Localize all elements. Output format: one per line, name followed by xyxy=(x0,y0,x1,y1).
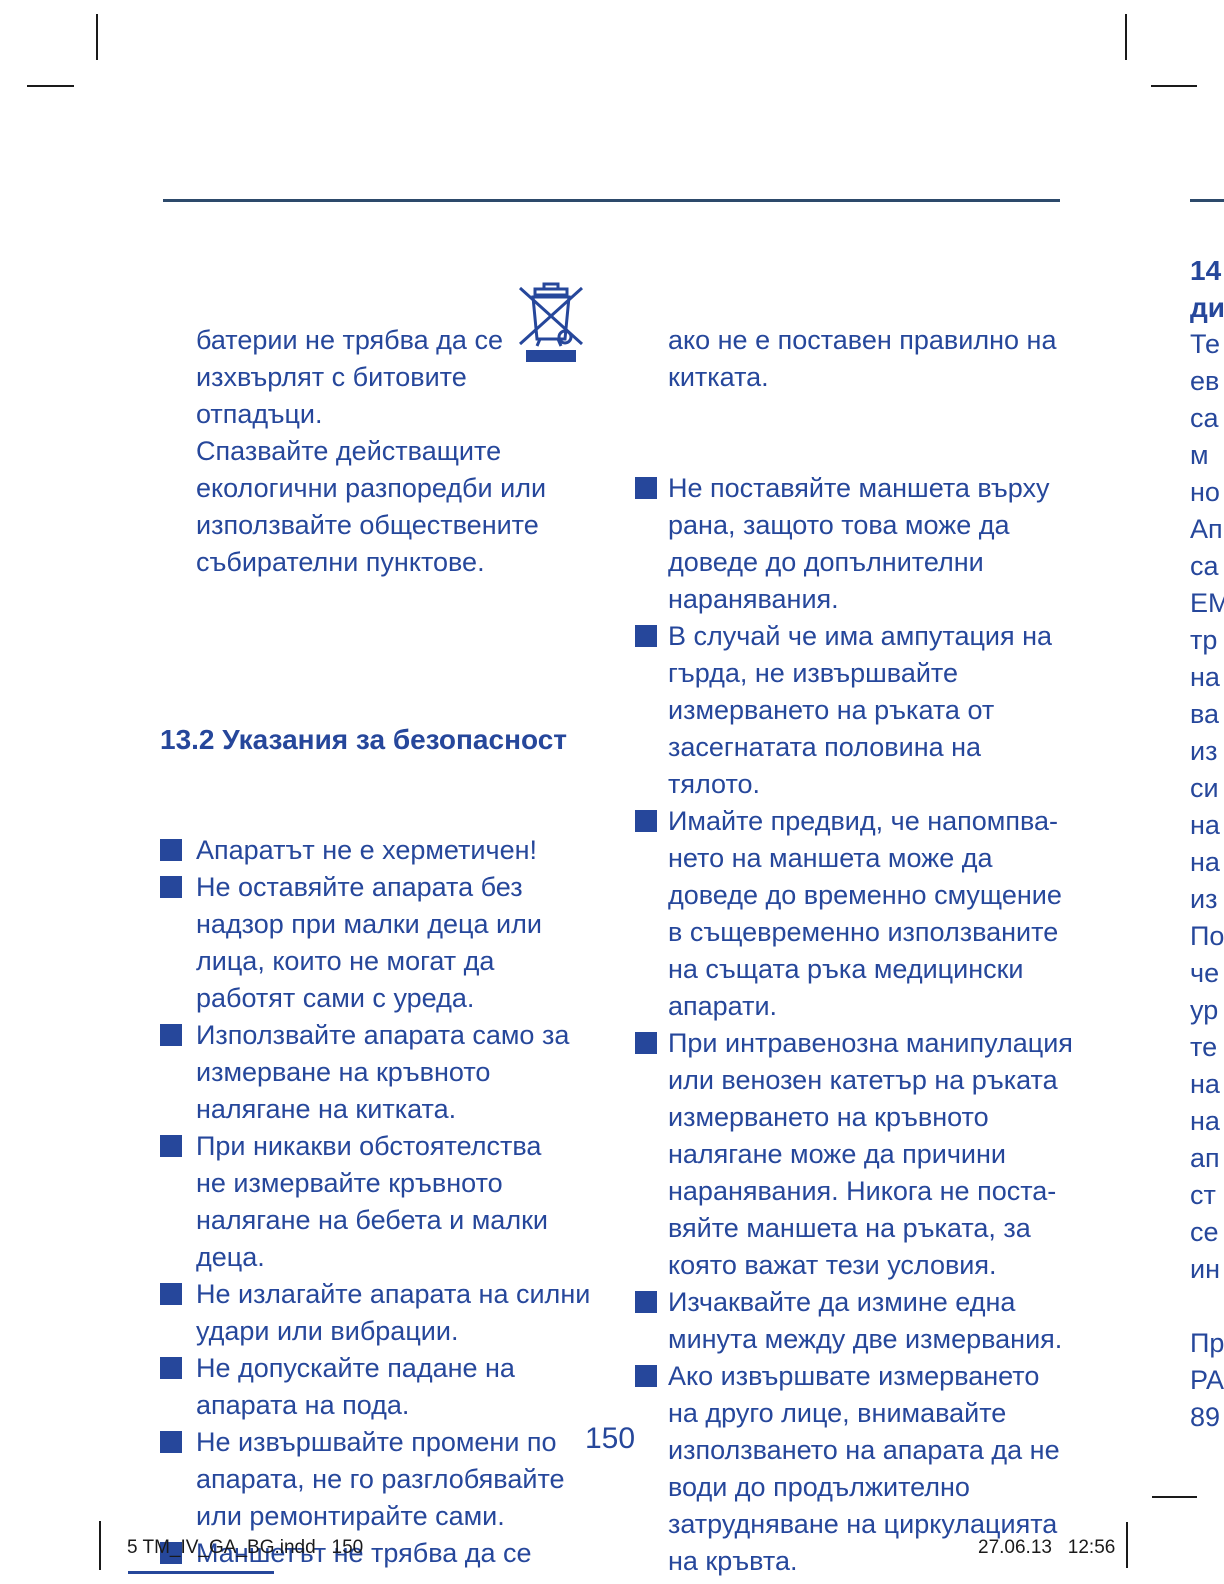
cut-text-fragment: PA xyxy=(1190,1365,1224,1395)
bullet-item-text: Ако извършвате измерването на друго лице… xyxy=(668,1361,1060,1576)
cut-text-fragment: на xyxy=(1190,810,1220,840)
bullet-item-text: Използвайте апарата само за измерване на… xyxy=(196,1020,570,1124)
cut-text-fragment: на xyxy=(1190,1106,1220,1136)
cut-text-fragment: на xyxy=(1190,662,1220,692)
bullet-square-icon xyxy=(635,1291,657,1313)
bullet-item: Не излагайте апарата на силни удари или … xyxy=(160,1276,590,1350)
bullet-square-icon xyxy=(635,625,657,647)
weee-crossed-bin-icon xyxy=(518,282,584,362)
cut-text-fragment: те xyxy=(1190,1032,1218,1062)
bullet-item: Ако извършвате измерването на друго лице… xyxy=(635,1358,1075,1580)
bullet-item: Използвайте апарата само за измерване на… xyxy=(160,1017,590,1128)
bullet-item: Не допускайте падане на апарата на пода. xyxy=(160,1350,590,1424)
bullet-item: Не извършвайте промени по апарата, не го… xyxy=(160,1424,590,1535)
cut-text-fragment: си xyxy=(1190,773,1219,803)
bullet-item-text: Не допускайте падане на апарата на пода. xyxy=(196,1353,515,1420)
bullet-item: Не поставяйте маншета върху рана, защото… xyxy=(635,470,1075,618)
cut-text-fragment: ва xyxy=(1190,699,1220,729)
cut-text-fragment: ур xyxy=(1190,995,1219,1025)
bullet-square-icon xyxy=(160,1283,182,1305)
bullet-item-text: Имайте предвид, че напомпва- нето на ман… xyxy=(668,806,1062,1021)
cut-text-fragment: ев xyxy=(1190,366,1220,396)
cut-text-fragment: се xyxy=(1190,1217,1219,1247)
bullet-square-icon xyxy=(635,810,657,832)
page-number: 150 xyxy=(584,1422,636,1455)
cut-text-fragment: ап xyxy=(1190,1143,1220,1173)
bullet-item: Изчаквайте да измине една минута между д… xyxy=(635,1284,1075,1358)
bullet-item: При интравенозна манипулация или венозен… xyxy=(635,1025,1075,1284)
bullet-item-text: Маншетът не трябва да се огъва прекомерн… xyxy=(196,1538,552,1584)
top-rule xyxy=(163,199,1060,202)
cut-text-fragment xyxy=(1190,1288,1224,1325)
bullet-item-text: В случай че има ампутация на гърда, не и… xyxy=(668,621,1053,799)
cut-text-fragment: тр xyxy=(1190,625,1218,655)
cut-text-fragment: но xyxy=(1190,477,1220,507)
bullet-item: В случай че има ампутация на гърда, не и… xyxy=(635,618,1075,803)
bullet-item: Маншетът не трябва да се огъва прекомерн… xyxy=(160,1535,590,1584)
cut-text-fragment: Те xyxy=(1190,329,1220,359)
cut-text-fragment: из xyxy=(1190,736,1218,766)
cut-text-fragment: 89 xyxy=(1190,1402,1221,1432)
cut-text-fragment: Пр xyxy=(1190,1328,1224,1358)
footer-filename: 5 TM_IV_GA_BG.indd 150 xyxy=(127,1537,364,1558)
bullet-item: Не оставяйте апарата без надзор при малк… xyxy=(160,869,590,1017)
bullet-item: При никакви обстоятелства не измервайте … xyxy=(160,1128,590,1276)
bullet-item-text: Не оставяйте апарата без надзор при малк… xyxy=(196,872,542,1013)
safety-bullet-list-middle: Не поставяйте маншета върху рана, защото… xyxy=(635,470,1075,1580)
continuation-paragraph: ако не е поставен правилно на китката. xyxy=(668,325,1057,392)
column-middle: ако не е поставен правилно на китката. Н… xyxy=(635,248,1075,1584)
crop-mark-top-left-horizontal xyxy=(27,85,74,87)
top-rule-right-segment xyxy=(1190,199,1224,202)
bullet-item-text: Не поставяйте маншета върху рана, защото… xyxy=(668,473,1050,614)
cut-text-fragment: на xyxy=(1190,847,1220,877)
bullet-square-icon xyxy=(160,1542,182,1564)
cut-text-fragment: че xyxy=(1190,958,1220,988)
bullet-square-icon xyxy=(635,1032,657,1054)
bullet-square-icon xyxy=(160,1357,182,1379)
cut-text-fragment: са xyxy=(1190,551,1219,581)
cut-text-fragment: ин xyxy=(1190,1254,1220,1284)
bullet-item-text: Не излагайте апарата на силни удари или … xyxy=(196,1279,591,1346)
cut-text-fragment: 14 xyxy=(1190,255,1222,286)
bullet-item: Апаратът не е херметичен! xyxy=(160,832,590,869)
cut-text-fragment: са xyxy=(1190,403,1219,433)
footer-blue-line xyxy=(128,1571,274,1574)
bullet-square-icon xyxy=(160,876,182,898)
bullet-item-text: Апаратът не е херметичен! xyxy=(196,835,537,865)
cut-text-fragment: м xyxy=(1190,440,1209,470)
bullet-square-icon xyxy=(635,477,657,499)
cut-text-fragment: на xyxy=(1190,1069,1220,1099)
crop-mark-top-right-vertical xyxy=(1125,14,1127,60)
bullet-item-text: При интравенозна манипулация или венозен… xyxy=(668,1028,1073,1280)
safety-bullet-list-left: Апаратът не е херметичен! Не оставяйте ап… xyxy=(160,832,590,1584)
footer-datetime: 27.06.13 12:56 xyxy=(978,1537,1116,1558)
crop-mark-bottom-left-vertical xyxy=(99,1521,101,1570)
section-heading: 13.2 Указания за безопасност xyxy=(160,724,567,755)
column-left: батерии не трябва да се изхвърлят с бито… xyxy=(160,248,590,1584)
bullet-square-icon xyxy=(160,1431,182,1453)
cut-text-fragment: ди xyxy=(1190,292,1224,323)
crop-mark-bottom-right-vertical xyxy=(1126,1522,1128,1568)
bullet-square-icon xyxy=(160,1135,182,1157)
bullet-item: Имайте предвид, че напомпва- нето на ман… xyxy=(635,803,1075,1025)
bullet-square-icon xyxy=(160,839,182,861)
bullet-item-text: Изчаквайте да измине една минута между д… xyxy=(668,1287,1063,1354)
cut-text-fragment: По xyxy=(1190,921,1224,951)
cut-text-fragment: из xyxy=(1190,884,1218,914)
cut-text-fragment: EM xyxy=(1190,588,1224,618)
bullet-square-icon xyxy=(160,1024,182,1046)
bullet-item-text: Не извършвайте промени по апарата, не го… xyxy=(196,1427,565,1531)
crop-mark-bottom-right-horizontal xyxy=(1152,1496,1197,1498)
bullet-square-icon xyxy=(635,1365,657,1387)
bullet-item-text: При никакви обстоятелства не измервайте … xyxy=(196,1131,548,1272)
battery-disposal-paragraph: батерии не трябва да се изхвърлят с бито… xyxy=(196,325,547,577)
crop-mark-top-right-horizontal xyxy=(1151,85,1197,87)
column-right-cut: 14 ди Те ев са м но Ап са EM тр на ва из си на на из По че у… xyxy=(1190,252,1224,1436)
cut-text-fragment: ст xyxy=(1190,1180,1216,1210)
cut-text-fragment: Ап xyxy=(1190,514,1223,544)
crop-mark-top-left-vertical xyxy=(96,14,98,60)
